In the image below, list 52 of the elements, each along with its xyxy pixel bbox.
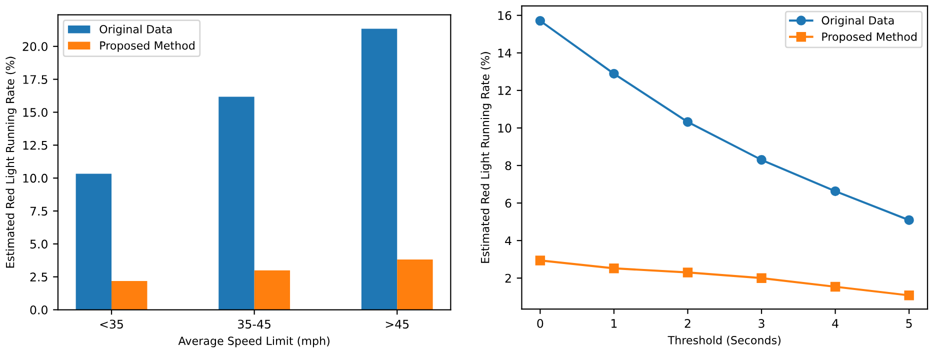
legend-label: Original Data <box>822 16 894 27</box>
bar <box>254 270 290 310</box>
y-tick-label: 10.0 <box>23 174 48 183</box>
x-tick-label: 5 <box>906 319 912 328</box>
point <box>756 155 766 165</box>
point <box>904 290 914 300</box>
y-tick-label: 17.5 <box>23 75 48 84</box>
legend-label: Original Data <box>100 24 172 36</box>
point <box>535 256 546 266</box>
x-axis-title: Average Speed Limit (mph) <box>178 336 330 348</box>
bar <box>361 28 398 310</box>
point <box>830 282 840 292</box>
point <box>904 215 914 225</box>
legend-label: Proposed Method <box>100 41 194 52</box>
y-axis-title: Estimated Red Light Running Rate (%) <box>6 56 16 268</box>
x-tick-label: 2 <box>684 318 690 328</box>
y-tick-label: 7.5 <box>30 206 48 216</box>
y-tick-label: 8 <box>505 161 512 170</box>
x-axis-title: Threshold (Seconds) <box>668 336 780 346</box>
bar <box>76 174 112 310</box>
y-tick-label: 0.0 <box>30 305 48 314</box>
x-tick-label: 35-45 <box>238 320 270 329</box>
y-tick-label: 10 <box>498 124 512 133</box>
y-tick-label: 16 <box>498 11 512 20</box>
y-tick-label: 12 <box>498 86 511 95</box>
bar <box>112 281 148 310</box>
x-tick-label: <35 <box>100 320 123 329</box>
point <box>609 68 619 79</box>
y-tick-label: 20.0 <box>22 42 48 52</box>
y-tick-label: 14 <box>498 48 512 58</box>
x-tick-label: 3 <box>758 318 764 328</box>
y-tick-label: 4 <box>505 236 512 246</box>
y-tick-label: 2.5 <box>30 272 48 282</box>
bar <box>397 259 433 310</box>
x-tick-label: 0 <box>537 318 544 328</box>
point <box>682 117 693 127</box>
y-tick-label: 5.0 <box>30 240 48 249</box>
x-tick-label: >45 <box>386 320 409 329</box>
x-tick-label: 4 <box>832 319 838 328</box>
x-tick-label: 1 <box>611 319 617 328</box>
bar <box>218 96 254 310</box>
point <box>609 263 619 274</box>
legend-label: Proposed Method <box>822 32 917 44</box>
point <box>535 16 546 26</box>
y-axis-title: Estimated Red Light Running Rate (%) <box>480 52 492 263</box>
y-tick-label: 2 <box>505 274 511 283</box>
y-tick-label: 15.0 <box>23 108 48 117</box>
point <box>682 268 693 278</box>
y-tick-label: 12.5 <box>23 140 48 150</box>
y-tick-label: 6 <box>505 198 512 208</box>
point <box>756 273 766 283</box>
point <box>830 186 840 196</box>
